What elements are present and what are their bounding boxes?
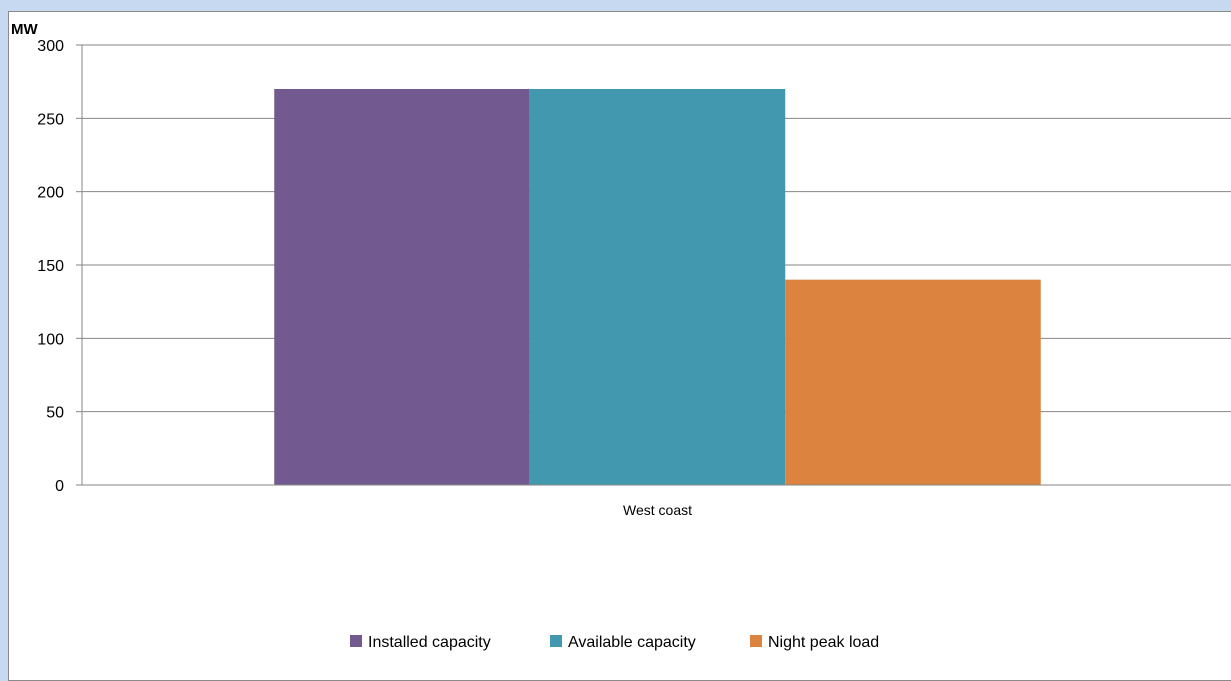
category-labels: West coast: [623, 502, 692, 518]
x-category-label: West coast: [623, 502, 692, 518]
legend-swatch: [350, 635, 362, 647]
y-tick-label: 250: [37, 111, 64, 128]
y-tick-label: 50: [46, 405, 64, 422]
legend-label: Installed capacity: [368, 634, 491, 651]
legend-swatch: [750, 635, 762, 647]
y-tick-label: 300: [37, 38, 64, 55]
y-tick-labels: 0 50 100 150 200 250 300: [37, 38, 64, 495]
legend: Installed capacity Available capacity Nigh…: [350, 634, 879, 651]
y-axis-unit-label: MW: [11, 21, 38, 38]
y-tick-label: 200: [37, 185, 64, 202]
y-tick-label: 0: [55, 478, 64, 495]
y-tick-label: 150: [37, 258, 64, 275]
bar-night-peak-load: [785, 279, 1041, 485]
legend-swatch: [550, 635, 562, 647]
y-tick-label: 100: [37, 331, 64, 348]
bar-available-capacity: [529, 89, 786, 485]
chart-svg: 0 50 100 150 200 250 300 MW West coast Install…: [11, 21, 1231, 651]
legend-label: Night peak load: [768, 634, 879, 651]
bars: [274, 89, 1041, 485]
legend-label: Available capacity: [568, 634, 696, 651]
axes: [81, 45, 1231, 486]
bar-installed-capacity: [274, 89, 530, 485]
